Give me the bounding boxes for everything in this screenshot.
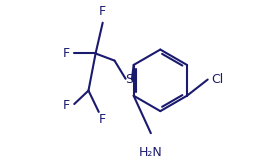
Text: F: F — [63, 99, 70, 112]
Text: F: F — [98, 113, 105, 126]
Text: F: F — [63, 47, 70, 60]
Text: F: F — [99, 5, 106, 18]
Text: Cl: Cl — [211, 73, 223, 86]
Text: S: S — [125, 73, 133, 86]
Text: H₂N: H₂N — [139, 146, 163, 159]
